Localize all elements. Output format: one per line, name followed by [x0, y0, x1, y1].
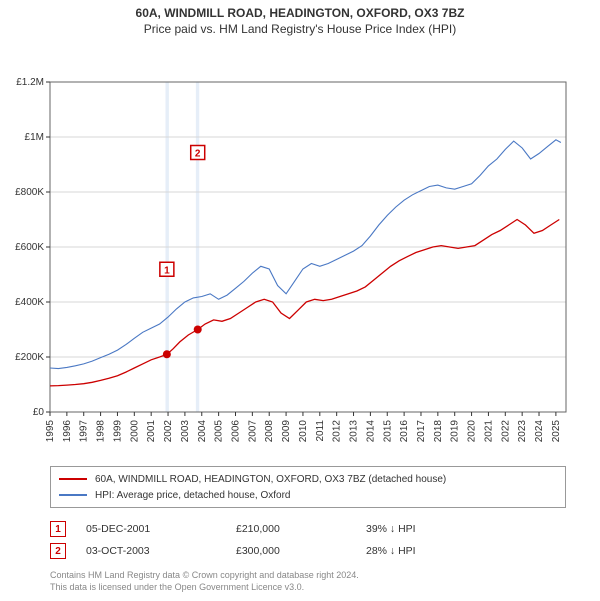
legend-label: HPI: Average price, detached house, Oxfo… — [95, 490, 291, 501]
svg-text:2024: 2024 — [534, 420, 545, 443]
legend-swatch — [59, 478, 87, 480]
chart-subtitle: Price paid vs. HM Land Registry's House … — [0, 22, 600, 36]
sale-hpi-delta: 28% ↓ HPI — [366, 545, 496, 557]
legend-swatch — [59, 494, 87, 496]
svg-text:£1.2M: £1.2M — [16, 77, 44, 88]
sale-hpi-delta: 39% ↓ HPI — [366, 523, 496, 535]
sale-date: 05-DEC-2001 — [86, 523, 236, 535]
svg-text:2010: 2010 — [298, 420, 309, 443]
sales-table: 1 05-DEC-2001£210,00039% ↓ HPI 2 03-OCT-200… — [50, 518, 566, 562]
svg-text:2025: 2025 — [551, 420, 562, 443]
sales-row: 1 05-DEC-2001£210,00039% ↓ HPI — [50, 518, 566, 540]
svg-text:1999: 1999 — [112, 420, 123, 443]
svg-text:2017: 2017 — [416, 420, 427, 443]
svg-text:1995: 1995 — [45, 420, 56, 443]
legend-label: 60A, WINDMILL ROAD, HEADINGTON, OXFORD, … — [95, 474, 446, 485]
chart-svg: £0 £200K £400K £600K £800K £1M £1.2M 1995 1996 19… — [0, 36, 600, 460]
svg-text:2006: 2006 — [230, 420, 241, 443]
legend-row: HPI: Average price, detached house, Oxfo… — [59, 487, 557, 503]
svg-text:1998: 1998 — [96, 420, 107, 443]
svg-text:2020: 2020 — [467, 420, 478, 443]
sale-marker-badge: 2 — [50, 543, 66, 559]
svg-text:2014: 2014 — [365, 420, 376, 443]
svg-text:2007: 2007 — [247, 420, 258, 443]
svg-text:2003: 2003 — [180, 420, 191, 443]
svg-text:2008: 2008 — [264, 420, 275, 443]
svg-text:2012: 2012 — [332, 420, 343, 443]
svg-text:1997: 1997 — [79, 420, 90, 443]
attribution-footer: Contains HM Land Registry data © Crown c… — [50, 570, 566, 593]
price-chart-figure: 60A, WINDMILL ROAD, HEADINGTON, OXFORD, … — [0, 0, 600, 593]
footer-line-1: Contains HM Land Registry data © Crown c… — [50, 570, 566, 582]
svg-text:2013: 2013 — [349, 420, 360, 443]
svg-text:2018: 2018 — [433, 420, 444, 443]
svg-text:2004: 2004 — [197, 420, 208, 443]
svg-text:£1M: £1M — [25, 132, 44, 143]
svg-text:2000: 2000 — [129, 420, 140, 443]
svg-text:£600K: £600K — [15, 242, 44, 253]
svg-text:£800K: £800K — [15, 187, 44, 198]
chart-title: 60A, WINDMILL ROAD, HEADINGTON, OXFORD, … — [0, 6, 600, 20]
sale-price: £300,000 — [236, 545, 366, 557]
svg-text:2011: 2011 — [315, 420, 326, 442]
svg-text:2016: 2016 — [399, 420, 410, 443]
svg-text:2002: 2002 — [163, 420, 174, 443]
svg-text:2023: 2023 — [517, 420, 528, 443]
svg-text:1996: 1996 — [62, 420, 73, 443]
svg-text:2015: 2015 — [382, 420, 393, 443]
sales-row: 2 03-OCT-2003£300,00028% ↓ HPI — [50, 540, 566, 562]
legend: 60A, WINDMILL ROAD, HEADINGTON, OXFORD, … — [50, 466, 566, 508]
sale-price: £210,000 — [236, 523, 366, 535]
svg-text:£200K: £200K — [15, 352, 44, 363]
svg-text:2001: 2001 — [146, 420, 157, 443]
svg-text:2021: 2021 — [483, 420, 494, 443]
footer-line-2: This data is licensed under the Open Gov… — [50, 582, 566, 594]
legend-row: 60A, WINDMILL ROAD, HEADINGTON, OXFORD, … — [59, 471, 557, 487]
svg-text:1: 1 — [164, 265, 170, 276]
svg-text:2005: 2005 — [214, 420, 225, 443]
svg-text:£400K: £400K — [15, 297, 44, 308]
svg-text:2022: 2022 — [500, 420, 511, 443]
svg-text:2019: 2019 — [450, 420, 461, 443]
svg-text:2009: 2009 — [281, 420, 292, 443]
sale-marker-badge: 1 — [50, 521, 66, 537]
svg-text:2: 2 — [195, 149, 201, 160]
svg-text:£0: £0 — [33, 407, 45, 418]
sale-date: 03-OCT-2003 — [86, 545, 236, 557]
